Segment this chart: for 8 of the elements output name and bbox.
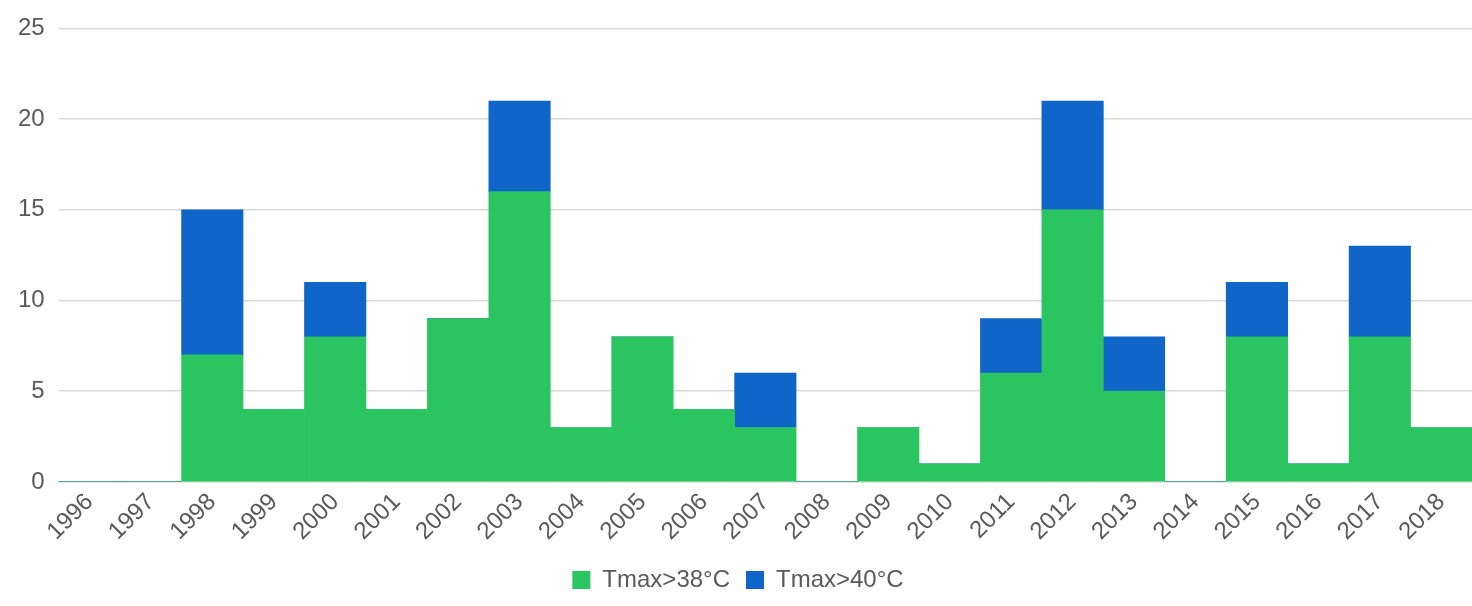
y-tick-label: 20 [17, 103, 45, 131]
y-tick-label: 5 [31, 375, 45, 403]
y-tick-label: 0 [31, 466, 45, 494]
legend-label: Tmax>40°C [776, 564, 904, 592]
legend-label: Tmax>38°C [602, 564, 730, 592]
y-tick-label: 15 [17, 194, 45, 222]
y-tick-label: 10 [17, 285, 45, 313]
y-tick-label: 25 [17, 13, 45, 41]
